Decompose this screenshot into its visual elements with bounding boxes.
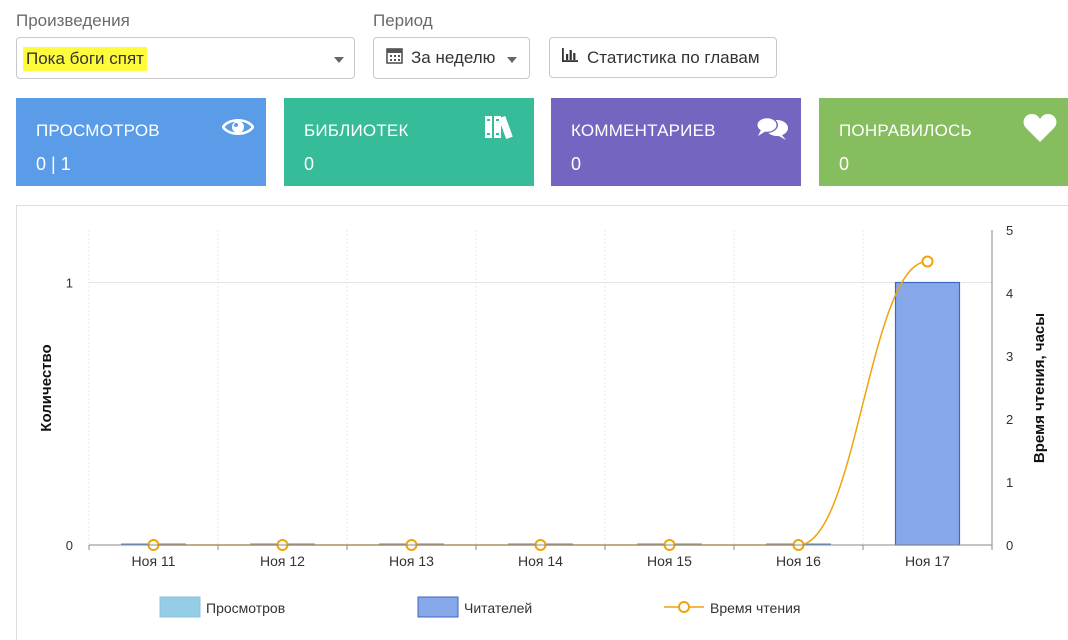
series-line-reading-time [153,260,928,546]
card-libraries: БИБЛИОТЕК 0 [284,98,534,186]
legend-label-reading-time: Время чтения [710,600,800,616]
bar-chart-icon [561,47,579,68]
y2-tick-label: 2 [1006,412,1013,427]
card-libraries-title: БИБЛИОТЕК [304,121,409,140]
chevron-down-icon [507,57,517,63]
legend-marker-reading-time [678,601,690,613]
y2-axis-title: Время чтения, часы [1031,313,1048,463]
y2-tick-label: 0 [1006,538,1013,553]
y-tick-label: 1 [66,276,73,291]
chart-bar [894,281,961,546]
y2-tick-label: 4 [1006,286,1013,301]
chart-line [147,255,934,551]
card-likes: ПОНРАВИЛОСЬ 0 [819,98,1068,186]
work-selected-value: Пока боги спят [23,47,147,71]
card-libraries-value: 0 [304,154,315,174]
legend-label-views: Просмотров [206,600,285,616]
card-likes-title: ПОНРАВИЛОСЬ [839,121,972,140]
x-tick-label: Ноя 11 [132,553,176,569]
legend-swatch-views [159,596,201,618]
y-axis-title: Количество [38,344,55,431]
reader-stats-chart: Ноя 11 Ноя 12 Ноя 13 Ноя 14 Ноя 15 Ноя 16 Ноя … [38,223,1048,618]
comments-icon [755,115,789,148]
x-tick-label: Ноя 15 [647,553,692,569]
work-select[interactable]: Пока боги спят [16,37,355,79]
period-label: Период [373,11,433,30]
line-point [921,255,934,268]
legend-label-readers: Читателей [464,600,532,616]
x-tick-label: Ноя 13 [389,553,434,569]
card-likes-value: 0 [839,154,850,174]
y2-tick-label: 3 [1006,349,1013,364]
period-select[interactable]: За неделю [373,37,530,79]
x-tick-label: Ноя 17 [905,553,950,569]
card-views-title: ПРОСМОТРОВ [36,121,160,140]
card-comments-title: КОММЕНТАРИЕВ [571,121,716,140]
chart-axes: Ноя 11 Ноя 12 Ноя 13 Ноя 14 Ноя 15 Ноя 16 Ноя … [38,223,1048,569]
calendar-icon [386,47,403,69]
card-comments: КОММЕНТАРИЕВ 0 [551,98,801,186]
books-icon [484,114,520,145]
chapter-stats-label: Статистика по главам [587,47,760,67]
period-selected-value: За неделю [411,48,496,67]
x-tick-label: Ноя 16 [776,553,821,569]
chapter-stats-button[interactable]: Статистика по главам [549,37,777,78]
heart-icon [1023,113,1057,148]
card-comments-value: 0 [571,154,582,174]
works-label: Произведения [16,11,130,30]
chevron-down-icon [334,57,344,63]
x-tick-label: Ноя 12 [260,553,305,569]
eye-icon [221,116,255,143]
card-views: ПРОСМОТРОВ 0 | 1 [16,98,266,186]
y2-tick-label: 1 [1006,475,1013,490]
card-views-value: 0 | 1 [36,154,71,174]
x-tick-label: Ноя 14 [518,553,563,569]
legend-swatch-readers [417,596,459,618]
chart-grid [88,230,993,546]
y-tick-label: 0 [66,538,73,553]
y2-tick-label: 5 [1006,223,1013,238]
chart-panel: Ноя 11 Ноя 12 Ноя 13 Ноя 14 Ноя 15 Ноя 16 Ноя … [16,205,1068,640]
chart-legend: Просмотров Читателей Время чтения [159,596,800,618]
